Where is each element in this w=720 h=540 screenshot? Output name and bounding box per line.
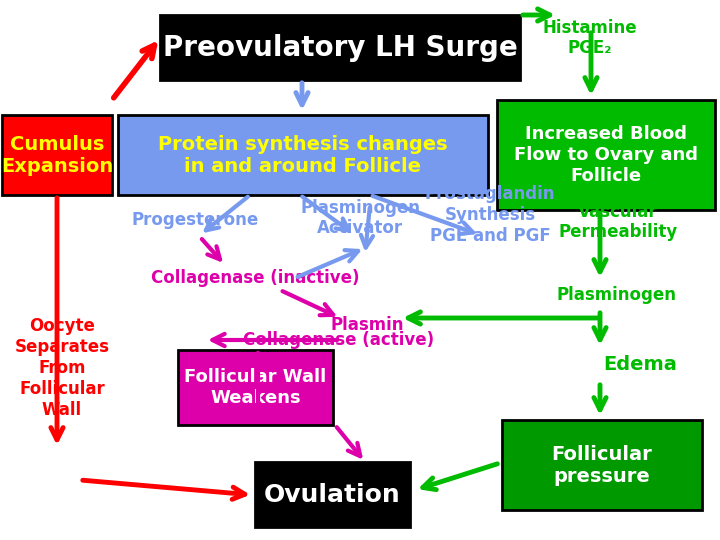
Text: Protein synthesis changes
in and around Follicle: Protein synthesis changes in and around … (158, 134, 448, 176)
FancyBboxPatch shape (118, 115, 488, 195)
Text: Preovulatory LH Surge: Preovulatory LH Surge (163, 33, 518, 62)
FancyBboxPatch shape (160, 15, 520, 80)
FancyBboxPatch shape (502, 420, 702, 510)
Text: Histamine
PGE₂: Histamine PGE₂ (543, 18, 637, 57)
Text: Progesterone: Progesterone (131, 211, 258, 229)
Text: Oocyte
Separates
From
Follicular
Wall: Oocyte Separates From Follicular Wall (14, 318, 109, 418)
FancyBboxPatch shape (255, 462, 410, 527)
Text: Plasmin: Plasmin (330, 316, 404, 334)
FancyBboxPatch shape (2, 115, 112, 195)
Text: Plasminogen: Plasminogen (557, 286, 677, 304)
Text: Collagenase (inactive): Collagenase (inactive) (150, 269, 359, 287)
Text: Cumulus
Expansion: Cumulus Expansion (1, 134, 113, 176)
Text: Edema: Edema (603, 355, 677, 375)
Text: Collagenase (active): Collagenase (active) (243, 331, 434, 349)
Text: Plasminogen
Activator: Plasminogen Activator (300, 199, 420, 238)
Text: Follicular
pressure: Follicular pressure (552, 444, 652, 485)
Text: Vascular
Permeability: Vascular Permeability (559, 202, 678, 241)
Text: Prostaglandin
Synthesis
PGE and PGF: Prostaglandin Synthesis PGE and PGF (425, 185, 555, 245)
Text: Follicular Wall
Weakens: Follicular Wall Weakens (184, 368, 327, 407)
FancyBboxPatch shape (497, 100, 715, 210)
Text: Increased Blood
Flow to Ovary and
Follicle: Increased Blood Flow to Ovary and Follic… (514, 125, 698, 185)
Text: Ovulation: Ovulation (264, 483, 401, 507)
FancyBboxPatch shape (178, 350, 333, 425)
